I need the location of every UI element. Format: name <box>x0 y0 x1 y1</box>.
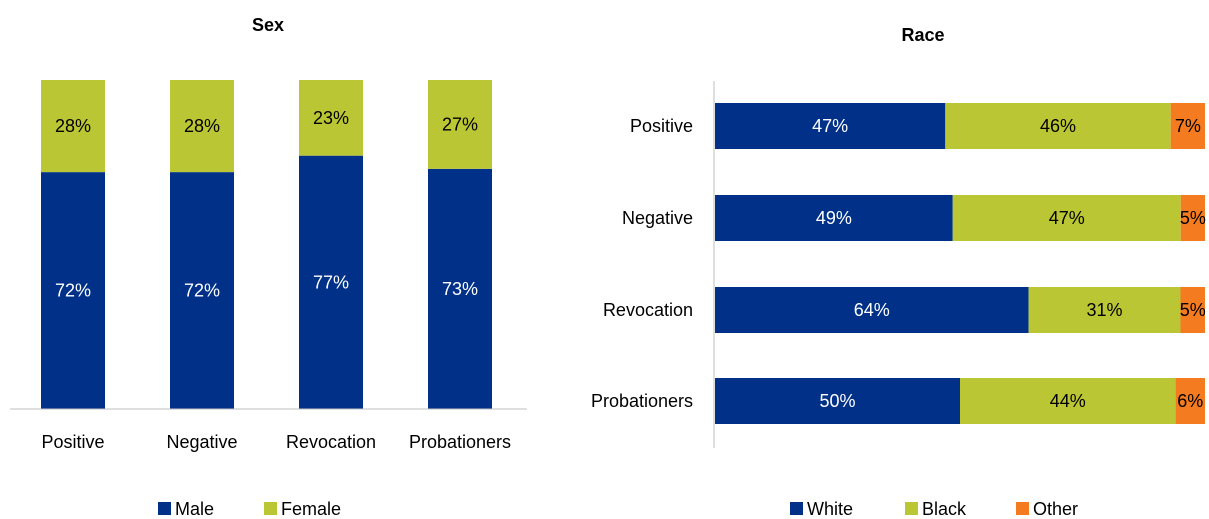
sex-x-tick-label: Positive <box>41 432 104 452</box>
sex-bar-female-revocation <box>299 80 363 156</box>
race-bar-black-positive <box>945 103 1171 149</box>
sex-data-label: 72% <box>55 281 91 301</box>
sex-data-label: 23% <box>313 108 349 128</box>
legend-swatch-female <box>264 502 277 515</box>
legend-label-male: Male <box>175 499 214 519</box>
race-bar-black-revocation <box>1028 287 1181 333</box>
legend-swatch-black <box>905 502 918 515</box>
sex-data-label: 27% <box>442 114 478 134</box>
sex-legend: Male Female <box>158 499 341 519</box>
race-bar-other-revocation <box>1180 287 1205 333</box>
legend-label-black: Black <box>922 499 967 519</box>
legend-swatch-other <box>1016 502 1029 515</box>
sex-bar-female-probationers <box>428 80 492 169</box>
race-bar-white-revocation <box>715 287 1029 333</box>
race-bars: 47% 46% 7% 49% 47% 5% 64% 31% 5% 50% 44% 6% <box>715 103 1206 424</box>
sex-x-tick-label: Negative <box>166 432 237 452</box>
race-data-label: 49% <box>816 208 852 228</box>
race-bar-black-negative <box>952 195 1181 241</box>
race-data-label: 47% <box>812 116 848 136</box>
legend-swatch-male <box>158 502 171 515</box>
race-y-tick-label: Positive <box>630 116 693 136</box>
sex-data-label: 28% <box>184 116 220 136</box>
race-y-tick-label: Revocation <box>603 300 693 320</box>
sex-chart-title: Sex <box>252 15 284 35</box>
sex-bar-female-positive <box>41 80 105 173</box>
race-chart-title: Race <box>901 25 944 45</box>
sex-data-label: 72% <box>184 281 220 301</box>
sex-data-label: 28% <box>55 116 91 136</box>
race-data-label: 5% <box>1180 208 1206 228</box>
sex-bar-male-negative <box>170 172 234 409</box>
sex-x-tick-label: Revocation <box>286 432 376 452</box>
race-data-label: 6% <box>1177 391 1203 411</box>
race-y-tick-labels: Positive Negative Revocation Probationers <box>591 116 693 411</box>
race-bar-white-negative <box>715 195 953 241</box>
legend-swatch-white <box>790 502 803 515</box>
race-data-label: 5% <box>1180 300 1206 320</box>
race-data-label: 64% <box>854 300 890 320</box>
race-bar-other-positive <box>1170 103 1205 149</box>
legend-label-other: Other <box>1033 499 1078 519</box>
race-data-label: 46% <box>1040 116 1076 136</box>
race-legend: White Black Other <box>790 499 1078 519</box>
race-y-tick-label: Probationers <box>591 391 693 411</box>
sex-chart: Sex 72% 28% 72% 28% 77% 23% 73% 27% Positive Neg… <box>10 15 527 519</box>
sex-data-label: 77% <box>313 272 349 292</box>
race-y-tick-label: Negative <box>622 208 693 228</box>
race-bar-black-probationers <box>960 378 1176 424</box>
race-chart: Race 47% 46% 7% 49% 47% 5% 64% 31% 5% 50% 44% 6% Po… <box>591 25 1206 519</box>
sex-bar-male-positive <box>41 172 105 409</box>
race-data-label: 47% <box>1049 208 1085 228</box>
sex-x-tick-labels: Positive Negative Revocation Probationers <box>41 432 511 452</box>
race-bar-white-probationers <box>715 378 960 424</box>
sex-bar-male-revocation <box>299 155 363 409</box>
race-data-label: 31% <box>1087 300 1123 320</box>
race-data-label: 44% <box>1050 391 1086 411</box>
sex-bars: 72% 28% 72% 28% 77% 23% 73% 27% <box>41 80 492 409</box>
race-data-label: 7% <box>1175 116 1201 136</box>
legend-label-white: White <box>807 499 853 519</box>
sex-data-label: 73% <box>442 279 478 299</box>
race-data-label: 50% <box>819 391 855 411</box>
race-bar-other-negative <box>1180 195 1205 241</box>
legend-label-female: Female <box>281 499 341 519</box>
sex-bar-female-negative <box>170 80 234 173</box>
sex-x-tick-label: Probationers <box>409 432 511 452</box>
race-bar-other-probationers <box>1175 378 1205 424</box>
sex-bar-male-probationers <box>428 168 492 409</box>
race-bar-white-positive <box>715 103 946 149</box>
